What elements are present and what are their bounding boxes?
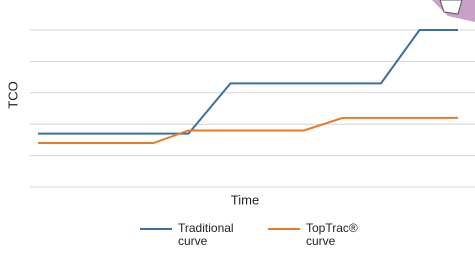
legend-label: Traditional curve [178, 222, 238, 248]
legend-label: TopTrac® curve [306, 222, 366, 248]
page: TCO Time Traditional curve TopTrac® curve [0, 0, 475, 254]
x-axis-label: Time [231, 192, 259, 207]
chart: TCO Time [0, 0, 475, 254]
legend-swatch [268, 228, 300, 230]
y-axis-label: TCO [5, 81, 20, 108]
decoration [432, 0, 475, 22]
legend-swatch [140, 228, 172, 230]
data-line [38, 118, 458, 143]
